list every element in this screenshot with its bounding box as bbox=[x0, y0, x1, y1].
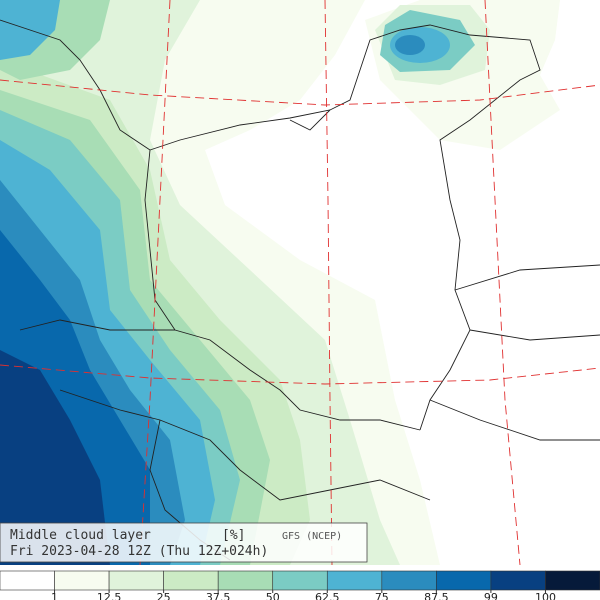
valid-time: Fri 2023-04-28 12Z (Thu 12Z+024h) bbox=[10, 544, 268, 559]
colorbar-label: 50 bbox=[266, 591, 280, 600]
graticule bbox=[0, 0, 600, 566]
colorbar-label: 1 bbox=[51, 591, 58, 600]
colorbar-bin bbox=[436, 570, 492, 591]
colorbar-bin bbox=[490, 570, 546, 591]
colorbar-label: 62.5 bbox=[315, 591, 340, 600]
colorbar-label: 37.5 bbox=[206, 591, 231, 600]
colorbar-label: 100 bbox=[535, 591, 556, 600]
map-title: Middle cloud layer bbox=[10, 528, 151, 543]
country-borders bbox=[0, 19, 600, 561]
source: GFS (NCEP) bbox=[282, 531, 342, 542]
colorbar-label: 99 bbox=[484, 591, 498, 600]
colorbar-label: 25 bbox=[157, 591, 171, 600]
colorbar-label: 87.5 bbox=[424, 591, 449, 600]
colorbar-label: 75 bbox=[375, 591, 389, 600]
caption-box: Middle cloud layer [%] GFS (NCEP) Fri 20… bbox=[0, 522, 368, 563]
cloud-field bbox=[0, 0, 560, 565]
colorbar-bin bbox=[272, 570, 328, 591]
colorbar-bin bbox=[163, 570, 219, 591]
unit: [%] bbox=[222, 528, 245, 543]
colorbar-label: 12.5 bbox=[97, 591, 122, 600]
caption-background bbox=[0, 522, 368, 563]
colorbar-bin bbox=[108, 570, 164, 591]
colorbar-bin bbox=[0, 570, 55, 591]
colorbar-bin bbox=[217, 570, 274, 591]
colorbar-bin bbox=[545, 570, 600, 591]
colorbar-bin bbox=[381, 570, 437, 591]
colorbar-bin bbox=[54, 570, 110, 591]
colorbar: 1 12.5 25 37.5 50 62.5 75 87.5 99 100 bbox=[0, 570, 600, 600]
colorbar-bin bbox=[326, 570, 383, 591]
